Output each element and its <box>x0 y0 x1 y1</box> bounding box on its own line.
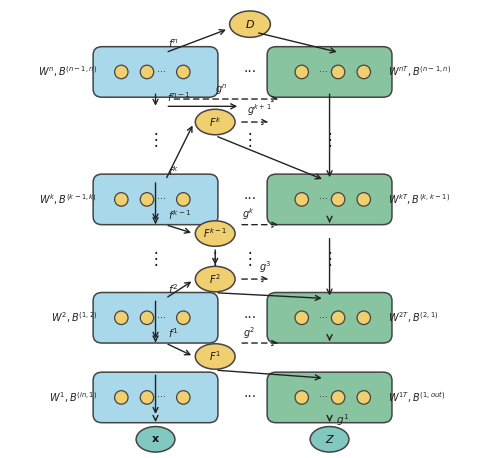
Text: ⋮: ⋮ <box>242 131 258 149</box>
Ellipse shape <box>140 311 153 325</box>
Text: ···: ··· <box>244 390 256 404</box>
FancyBboxPatch shape <box>93 174 218 225</box>
Text: $Z$: $Z$ <box>324 433 334 445</box>
FancyBboxPatch shape <box>267 293 392 343</box>
Ellipse shape <box>357 193 370 206</box>
Ellipse shape <box>114 391 128 404</box>
Ellipse shape <box>140 65 153 79</box>
Ellipse shape <box>114 311 128 325</box>
FancyBboxPatch shape <box>267 174 392 225</box>
Ellipse shape <box>136 426 175 452</box>
Ellipse shape <box>357 311 370 325</box>
Text: ···: ··· <box>244 311 256 325</box>
Text: ⋮: ⋮ <box>147 131 164 149</box>
Text: $g^{k+1}$: $g^{k+1}$ <box>246 103 271 118</box>
Ellipse shape <box>295 65 308 79</box>
Text: $F^1$: $F^1$ <box>209 349 221 363</box>
Text: ⋮: ⋮ <box>147 250 164 267</box>
Text: $F^2$: $F^2$ <box>209 272 221 286</box>
Ellipse shape <box>230 11 270 38</box>
Text: $W^k, B^{(k-1,k)}$: $W^k, B^{(k-1,k)}$ <box>39 192 97 207</box>
Ellipse shape <box>310 426 349 452</box>
Text: ···: ··· <box>319 313 328 323</box>
Text: ⋮: ⋮ <box>207 250 224 267</box>
Ellipse shape <box>114 193 128 206</box>
Ellipse shape <box>196 109 235 135</box>
FancyBboxPatch shape <box>267 372 392 423</box>
Text: $g^3$: $g^3$ <box>258 260 271 275</box>
Ellipse shape <box>196 344 235 369</box>
Ellipse shape <box>196 267 235 292</box>
Text: ···: ··· <box>157 313 166 323</box>
Text: ···: ··· <box>157 393 166 403</box>
Ellipse shape <box>357 391 370 404</box>
Ellipse shape <box>295 391 308 404</box>
Text: $W^1, B^{(in,1)}$: $W^1, B^{(in,1)}$ <box>49 390 97 405</box>
Text: $f^k$: $f^k$ <box>168 164 179 178</box>
Text: $W^{1T}, B^{(1,out)}$: $W^{1T}, B^{(1,out)}$ <box>388 390 446 405</box>
Text: ···: ··· <box>319 194 328 204</box>
FancyBboxPatch shape <box>267 47 392 97</box>
Text: ⋮: ⋮ <box>321 131 338 149</box>
Text: $F^{k-1}$: $F^{k-1}$ <box>203 227 228 240</box>
Ellipse shape <box>295 311 308 325</box>
Text: $\mathbf{x}$: $\mathbf{x}$ <box>151 434 160 444</box>
Ellipse shape <box>196 221 235 246</box>
Text: $W^n, B^{(n-1,n)}$: $W^n, B^{(n-1,n)}$ <box>38 65 97 79</box>
Text: $f^{n-1}$: $f^{n-1}$ <box>167 90 191 104</box>
Ellipse shape <box>357 65 370 79</box>
FancyBboxPatch shape <box>93 47 218 97</box>
Ellipse shape <box>332 391 345 404</box>
Text: $g^n$: $g^n$ <box>215 82 228 97</box>
Text: $g^k$: $g^k$ <box>242 207 256 223</box>
Text: $g^2$: $g^2$ <box>243 325 255 341</box>
FancyBboxPatch shape <box>93 372 218 423</box>
Ellipse shape <box>176 311 190 325</box>
Ellipse shape <box>114 65 128 79</box>
Text: ⋮: ⋮ <box>321 250 338 267</box>
Text: $D$: $D$ <box>245 18 255 30</box>
Ellipse shape <box>295 193 308 206</box>
FancyBboxPatch shape <box>93 293 218 343</box>
Text: ···: ··· <box>244 65 256 79</box>
Text: $f^n$: $f^n$ <box>168 38 178 50</box>
Text: $g^1$: $g^1$ <box>336 412 348 427</box>
Ellipse shape <box>140 391 153 404</box>
Text: $f^1$: $f^1$ <box>168 327 178 340</box>
Text: $f^{k-1}$: $f^{k-1}$ <box>168 208 192 222</box>
Ellipse shape <box>332 311 345 325</box>
Text: $f^2$: $f^2$ <box>168 282 178 296</box>
Ellipse shape <box>176 391 190 404</box>
Ellipse shape <box>332 65 345 79</box>
Ellipse shape <box>176 65 190 79</box>
Text: ···: ··· <box>244 192 256 207</box>
Ellipse shape <box>332 193 345 206</box>
Text: $F^k$: $F^k$ <box>209 115 222 129</box>
Ellipse shape <box>140 193 153 206</box>
Text: $W^{nT}, B^{(n-1,n)}$: $W^{nT}, B^{(n-1,n)}$ <box>388 65 451 79</box>
Text: $W^2, B^{(1,2)}$: $W^2, B^{(1,2)}$ <box>50 311 97 325</box>
Ellipse shape <box>176 193 190 206</box>
Text: ⋮: ⋮ <box>242 250 258 267</box>
Text: ···: ··· <box>157 67 166 77</box>
Text: ···: ··· <box>319 393 328 403</box>
Text: ···: ··· <box>319 67 328 77</box>
Text: ···: ··· <box>157 194 166 204</box>
Text: $W^{kT}, B^{(k,k-1)}$: $W^{kT}, B^{(k,k-1)}$ <box>388 192 450 207</box>
Text: $W^{2T}, B^{(2,1)}$: $W^{2T}, B^{(2,1)}$ <box>388 311 438 325</box>
